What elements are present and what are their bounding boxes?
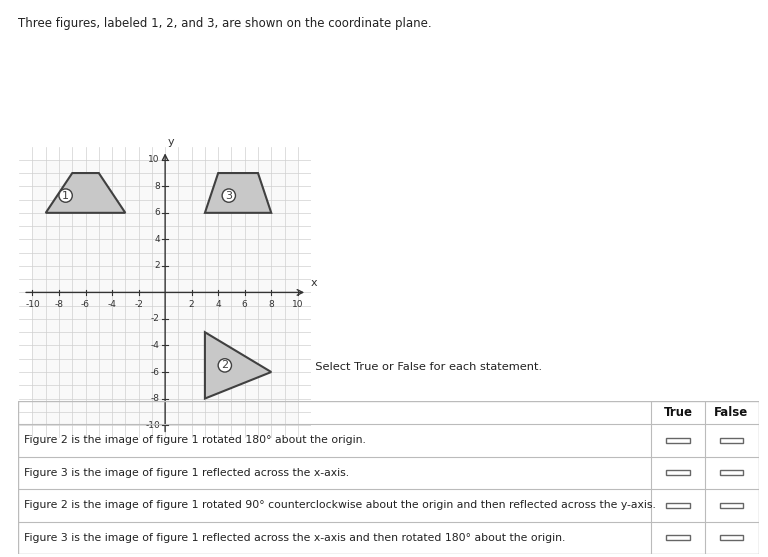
Text: Figure 3 is the image of figure 1 reflected across the x-axis.: Figure 3 is the image of figure 1 reflec…	[24, 468, 349, 478]
Text: -10: -10	[145, 421, 160, 429]
Text: -10: -10	[25, 300, 40, 309]
Bar	[666, 503, 690, 508]
Text: Figure 2 is the image of figure 1 rotated 90° counterclockwise about the origin : Figure 2 is the image of figure 1 rotate…	[24, 500, 655, 510]
Bar	[720, 535, 743, 540]
Text: 2: 2	[154, 261, 160, 270]
Text: Figure 2 is the image of figure 1 rotated 180° about the origin.: Figure 2 is the image of figure 1 rotate…	[24, 435, 366, 445]
Polygon shape	[205, 173, 271, 213]
Text: 10: 10	[292, 300, 303, 309]
Text: False: False	[714, 406, 749, 419]
Text: -4: -4	[108, 300, 117, 309]
Text: 2: 2	[189, 300, 194, 309]
Bar	[666, 438, 690, 443]
Text: x: x	[311, 278, 318, 289]
Text: Three figures, labeled 1, 2, and 3, are shown on the coordinate plane.: Three figures, labeled 1, 2, and 3, are …	[18, 17, 432, 30]
Bar	[666, 471, 690, 475]
Text: 1: 1	[62, 190, 69, 201]
Text: 10: 10	[148, 155, 160, 164]
Text: -8: -8	[55, 300, 64, 309]
Text: 8: 8	[154, 182, 160, 191]
Text: y: y	[167, 136, 174, 146]
Text: -2: -2	[134, 300, 143, 309]
Polygon shape	[46, 173, 125, 213]
Bar	[720, 438, 743, 443]
Text: Determine whether each statement is true or false. Select True or False for each: Determine whether each statement is true…	[18, 362, 542, 372]
Bar	[720, 471, 743, 475]
Text: True: True	[664, 406, 693, 419]
Bar	[720, 503, 743, 508]
Text: -2: -2	[151, 315, 160, 324]
Text: 4: 4	[215, 300, 221, 309]
Text: Figure 3 is the image of figure 1 reflected across the x-axis and then rotated 1: Figure 3 is the image of figure 1 reflec…	[24, 533, 565, 543]
Polygon shape	[205, 332, 271, 399]
Text: 4: 4	[154, 235, 160, 244]
Text: -4: -4	[151, 341, 160, 350]
Text: -8: -8	[151, 394, 160, 403]
Text: 6: 6	[242, 300, 247, 309]
Text: -6: -6	[151, 368, 160, 377]
Text: -6: -6	[81, 300, 90, 309]
Text: 2: 2	[221, 360, 228, 370]
Text: 8: 8	[268, 300, 274, 309]
Text: Statement: Statement	[18, 382, 109, 397]
Text: 3: 3	[225, 190, 232, 201]
Bar	[666, 535, 690, 540]
Text: 6: 6	[154, 208, 160, 217]
